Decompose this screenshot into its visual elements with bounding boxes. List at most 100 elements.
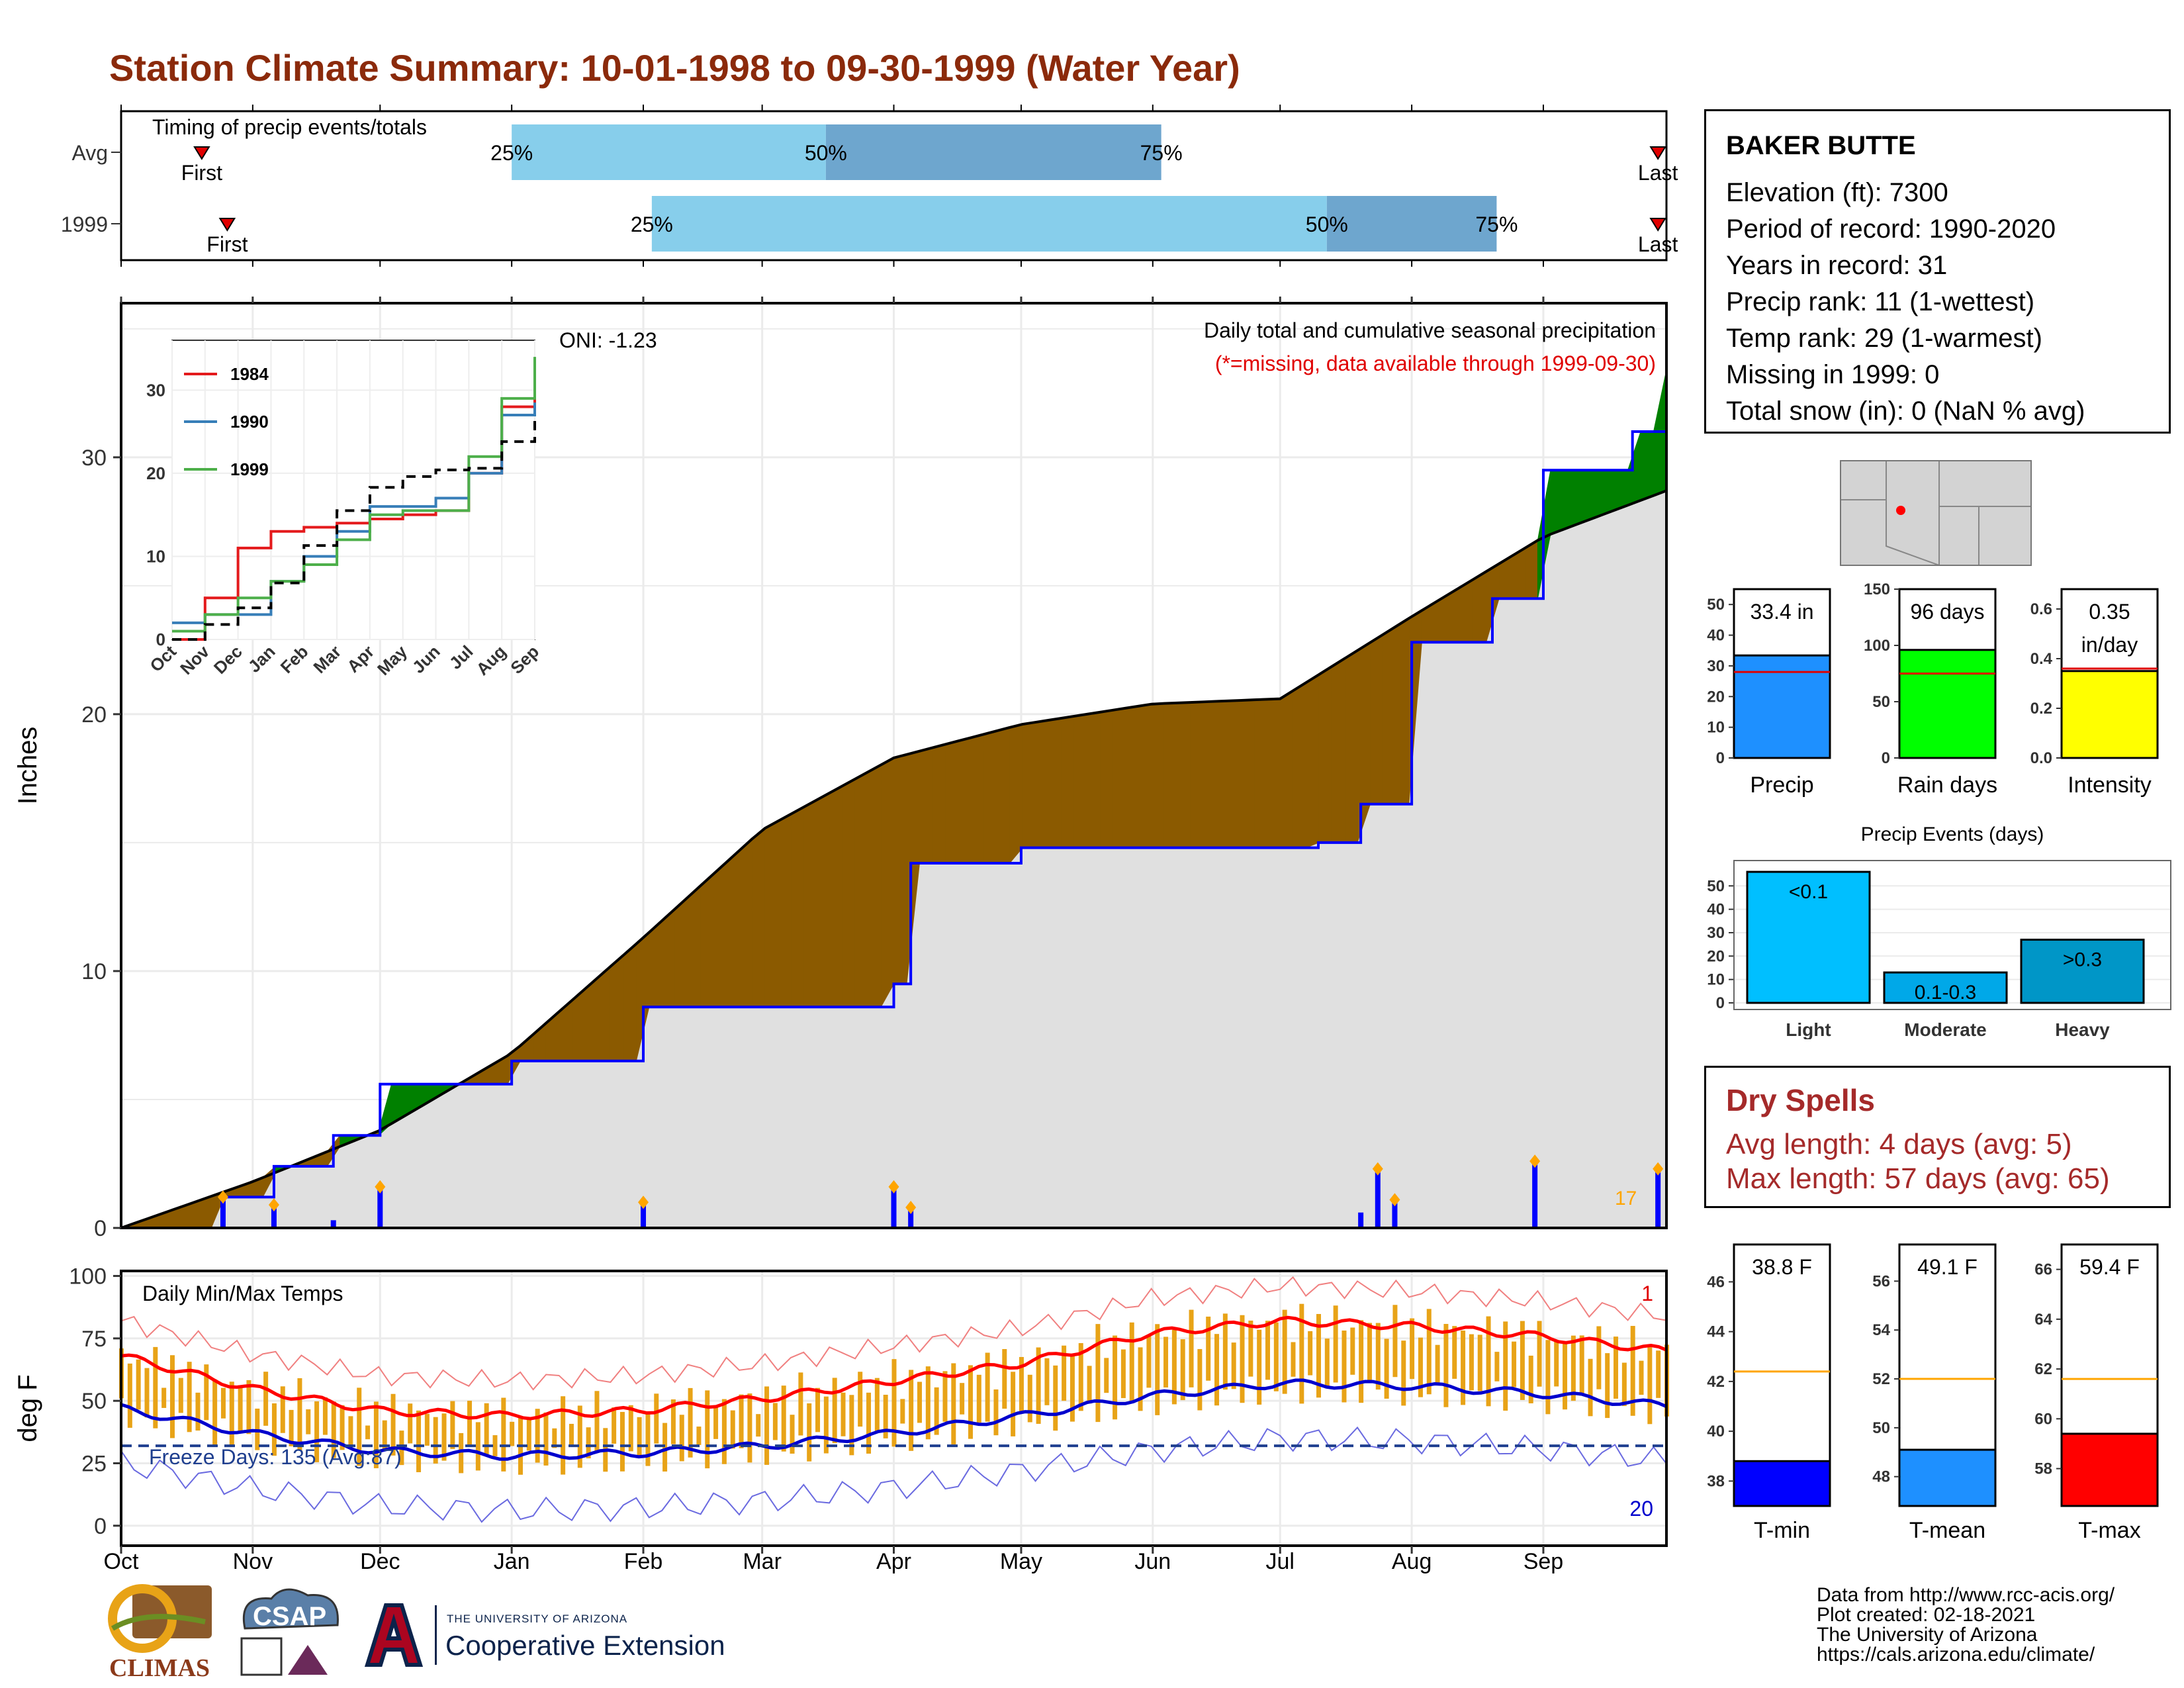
timing-label: Timing of precip events/totals — [152, 115, 427, 139]
locator-map — [1840, 460, 2032, 566]
heavy-event-marker — [1372, 1162, 1383, 1176]
last-event-marker — [1649, 146, 1666, 160]
stat-bar — [1898, 649, 1997, 759]
temperature-bar-charts: 38 40 42 44 46 38.8 F T-min 48 50 52 54 56 49.1 F T-m… — [1707, 1243, 2159, 1543]
dry-spells-avg: Avg length: 4 days (avg: 5) — [1726, 1128, 2072, 1160]
daily-precip-bar — [891, 1186, 897, 1228]
temp-stat-bar — [1733, 1460, 1831, 1507]
temp-stat-y-tick-label: 64 — [2034, 1311, 2052, 1329]
daily-temp-bar — [1240, 1315, 1245, 1403]
inset-month-label: Sep — [506, 641, 543, 678]
inset-month-label: Aug — [472, 641, 510, 679]
daily-temp-bar — [1163, 1336, 1169, 1387]
daily-temp-bar — [1469, 1334, 1474, 1391]
footer-line: The University of Arizona — [1817, 1624, 2038, 1646]
heavy-event-marker — [1389, 1193, 1400, 1207]
station-info-box: BAKER BUTTE Elevation (ft): 7300 Period o… — [1704, 109, 2171, 434]
daily-precip-bar — [1532, 1161, 1538, 1228]
daily-temp-bar — [934, 1387, 939, 1435]
temp-y-tick-label: 50 — [81, 1389, 107, 1414]
events-y-tick-label: 0 — [1716, 994, 1725, 1012]
month-axis: Oct Nov Dec Jan Feb Mar Apr May Jun Jul Aug Sep — [0, 1549, 1721, 1589]
inset-month-label: Mar — [309, 641, 345, 677]
month-tick-label: Aug — [1391, 1549, 1432, 1574]
timing-panel: Avg 25% 50% 75% First Last 1999 25% 50% 75% First L… — [61, 105, 1678, 267]
average-cumulative-line — [120, 489, 1667, 1229]
daily-precip-bar — [330, 1220, 336, 1228]
temp-stat-value-label: 49.1 F — [1917, 1255, 1978, 1279]
daily-precip-bar — [641, 1202, 647, 1228]
daily-temp-bar — [900, 1399, 905, 1424]
footer-credits: Data from http://www.rcc-acis.org/ Plot … — [1817, 1585, 2115, 1665]
csap-logo-text: CSAP — [253, 1602, 327, 1631]
daily-temp-bar — [1512, 1341, 1517, 1387]
daily-temp-bar — [357, 1387, 362, 1466]
daily-temp-bar — [1342, 1331, 1347, 1403]
station-info-line: Temp rank: 29 (1-warmest) — [1726, 324, 2042, 353]
daily-temp-bar — [1537, 1321, 1542, 1387]
climas-logo: CLIMAS — [106, 1582, 218, 1682]
daily-temp-bar — [1206, 1316, 1211, 1381]
month-tick-label: Oct — [103, 1549, 139, 1574]
daily-temp-bar — [1231, 1342, 1236, 1389]
daily-temp-bar — [1545, 1340, 1551, 1415]
event-bar-label: 0.1-0.3 — [1915, 982, 1976, 1004]
inset-month-label: Dec — [210, 641, 246, 678]
daily-temp-bar — [552, 1428, 557, 1448]
daily-temp-bar — [1316, 1313, 1321, 1398]
daily-temp-bar — [1155, 1324, 1160, 1415]
precip-y-tick-label: 0 — [94, 1216, 107, 1241]
daily-temp-bar — [764, 1386, 770, 1465]
daily-temp-bar — [1588, 1358, 1593, 1417]
station-info-line: Precip rank: 11 (1-wettest) — [1726, 287, 2035, 316]
daily-temp-bar — [1647, 1347, 1653, 1425]
temp-stat-y-tick-label: 54 — [1872, 1321, 1890, 1339]
event-category-label: Heavy — [2055, 1019, 2110, 1039]
first-event-label: First — [206, 232, 248, 256]
heavy-event-marker — [888, 1180, 899, 1194]
daily-temp-bar — [781, 1385, 786, 1452]
events-y-tick-label: 50 — [1707, 877, 1725, 895]
daily-temp-bar — [747, 1393, 752, 1463]
daily-temp-bar — [1265, 1321, 1271, 1380]
daily-precip-bar — [1655, 1168, 1661, 1228]
stat-bar — [1733, 654, 1831, 759]
heavy-event-marker — [1529, 1154, 1541, 1168]
daily-temp-bar — [985, 1352, 990, 1422]
daily-temp-bar — [1443, 1324, 1449, 1407]
daily-temp-bar — [1579, 1335, 1584, 1396]
stat-y-tick-label: 0.6 — [2030, 600, 2052, 618]
station-info-line: Period of record: 1990-2020 — [1726, 214, 2056, 244]
daily-temp-bar — [662, 1423, 668, 1472]
daily-temp-bar — [1138, 1347, 1143, 1411]
last-event-marker — [1649, 218, 1666, 232]
month-tick-label: Jan — [493, 1549, 530, 1574]
precip-y-axis-label: Inches — [13, 727, 42, 805]
daily-temp-bar — [459, 1432, 464, 1474]
daily-temp-bar — [721, 1399, 727, 1464]
month-tick-label: Mar — [743, 1549, 782, 1574]
stat-y-tick-label: 20 — [1707, 688, 1725, 706]
freeze-days-annotation: Freeze Days: 135 (Avg:87) — [149, 1445, 402, 1469]
daily-temp-bar — [1171, 1329, 1177, 1405]
daily-temp-bar — [1257, 1329, 1262, 1405]
daily-temp-bar — [594, 1391, 600, 1452]
timing-bar-50-75 — [825, 124, 1161, 180]
month-tick-label: Apr — [876, 1549, 911, 1574]
precip-y-tick-label: 30 — [81, 445, 107, 471]
last-event-label: Last — [1638, 232, 1678, 256]
event-bar — [2020, 939, 2145, 1004]
temp-stat-y-tick-label: 48 — [1872, 1468, 1890, 1486]
stat-y-tick-label: 0 — [1716, 749, 1725, 767]
event-bar — [1883, 971, 2008, 1004]
timing-row-label: Avg — [71, 141, 108, 165]
inset-y-tick-label: 30 — [146, 380, 165, 400]
daily-temp-bar — [1418, 1337, 1423, 1397]
temp-stat-y-tick-label: 38 — [1707, 1472, 1725, 1490]
inset-month-label: Jan — [244, 641, 279, 677]
daily-temp-bar — [1494, 1352, 1500, 1382]
inset-month-label: Nov — [176, 641, 213, 679]
oni-annotation: ONI: -1.23 — [559, 328, 657, 352]
stat-y-tick-label: 50 — [1707, 596, 1725, 614]
daily-temp-bar — [416, 1410, 422, 1473]
